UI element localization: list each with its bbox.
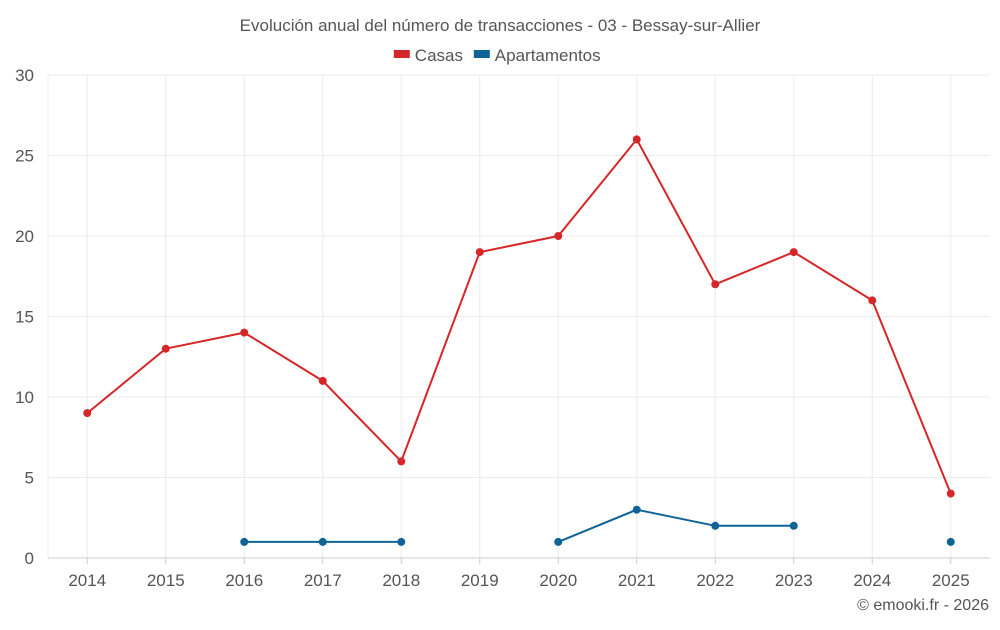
legend-label-apartamentos: Apartamentos <box>495 46 601 65</box>
data-point-casas <box>711 280 720 289</box>
data-point-casas <box>318 376 327 385</box>
series-line-casas <box>86 138 952 494</box>
data-point-casas <box>475 248 484 257</box>
x-tick-label: 2023 <box>775 571 813 590</box>
legend: Casas Apartamentos <box>393 46 601 65</box>
y-tick-label: 5 <box>25 469 34 488</box>
data-point-casas <box>554 232 563 240</box>
data-point-casas <box>789 248 798 257</box>
x-tick-label: 2021 <box>618 571 656 590</box>
data-point-casas <box>83 409 92 418</box>
data-point-apartamentos <box>711 521 720 530</box>
x-tick-label: 2016 <box>225 571 263 590</box>
data-point-apartamentos <box>554 537 563 546</box>
data-point-casas <box>161 344 170 353</box>
x-tick-label: 2015 <box>147 571 185 590</box>
legend-swatch-apartamentos <box>473 50 490 58</box>
x-tick-label: 2017 <box>304 571 342 590</box>
y-tick-label: 10 <box>15 388 34 407</box>
chart-title: Evolución anual del número de transaccio… <box>240 16 761 35</box>
data-point-casas <box>240 328 249 337</box>
series-line-apartamentos <box>557 508 794 543</box>
y-tick-label: 25 <box>15 147 34 166</box>
legend-swatch-casas <box>393 50 410 58</box>
x-tick-label: 2018 <box>382 571 420 590</box>
credit-text: © emooki.fr - 2026 <box>857 597 989 614</box>
x-tick-label: 2019 <box>461 571 499 590</box>
grid <box>47 74 990 558</box>
data-point-casas <box>868 296 877 305</box>
x-tick-label: 2014 <box>68 571 106 590</box>
y-tick-label: 15 <box>15 308 34 327</box>
y-tick-label: 0 <box>25 549 34 568</box>
data-point-apartamentos <box>632 505 641 514</box>
series-layer <box>83 135 955 546</box>
data-point-casas <box>632 135 641 144</box>
y-tick-label: 30 <box>15 66 34 85</box>
x-tick-label: 2020 <box>539 571 577 590</box>
x-tick-label: 2022 <box>696 571 734 590</box>
data-point-casas <box>397 457 406 466</box>
data-point-apartamentos <box>397 537 406 546</box>
legend-label-casas: Casas <box>415 46 463 65</box>
data-point-casas <box>946 489 955 498</box>
x-tick-label: 2024 <box>853 571 891 590</box>
x-tick-label: 2025 <box>932 571 970 590</box>
data-point-apartamentos <box>318 537 327 546</box>
data-point-apartamentos <box>789 521 798 530</box>
data-point-apartamentos <box>240 537 249 546</box>
data-point-apartamentos <box>946 537 955 546</box>
y-tick-label: 20 <box>15 227 34 246</box>
